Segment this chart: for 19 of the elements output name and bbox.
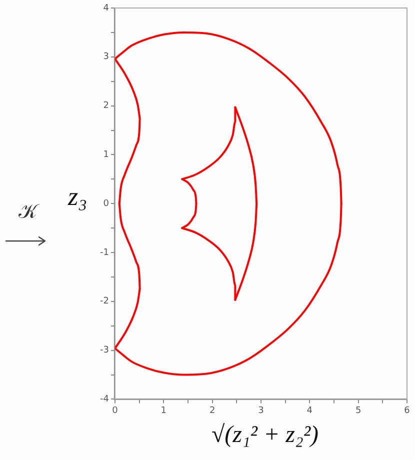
y-tick-label: -4 [100,394,110,405]
x-axis-title: √(z₁² + z₂²) [210,421,320,450]
x-tick-label: 2 [209,406,216,416]
x-tick-label: 1 [160,406,167,416]
x-tick-label: 5 [355,406,362,416]
y-tick-label: -1 [100,248,109,258]
y-tick-label: 3 [103,52,109,62]
y-tick-label: 2 [103,101,109,112]
x-tick-label: 6 [404,406,410,416]
y-tick-label: -3 [100,346,109,356]
y-tick-label: 0 [103,198,110,209]
x-tick-label: 4 [306,406,313,416]
y-tick-label: -2 [100,296,109,307]
y-tick-label: 4 [103,3,110,14]
x-tick-label: 3 [258,406,264,416]
y-axis-title: z₃ [68,182,88,211]
text: 𝒦 [18,199,40,223]
x-tick-label: 0 [112,406,118,416]
y-tick-label: 1 [103,150,109,160]
